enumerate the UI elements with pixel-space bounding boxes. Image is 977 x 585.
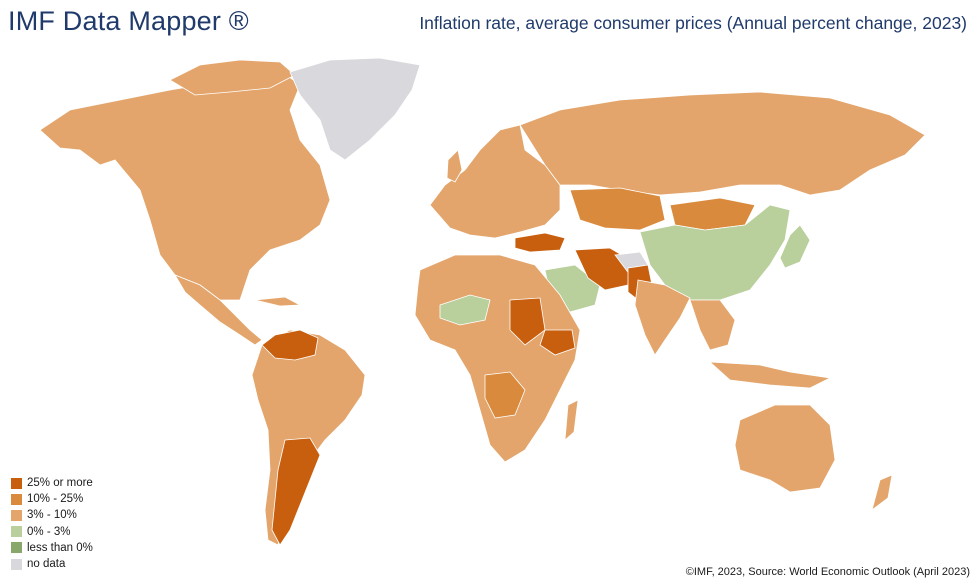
source-note: ©IMF, 2023, Source: World Economic Outlo…	[685, 566, 970, 578]
region-russia[interactable]	[519, 91, 926, 196]
region-west-africa-green[interactable]	[439, 294, 491, 326]
region-mexico[interactable]	[174, 274, 263, 346]
region-ethiopia[interactable]	[539, 329, 576, 356]
legend-item[interactable]: 10% - 25%	[11, 491, 93, 507]
region-madagascar[interactable]	[564, 399, 579, 441]
region-turkey[interactable]	[514, 232, 566, 253]
region-indonesia[interactable]	[708, 361, 832, 389]
legend-item[interactable]: 0% - 3%	[11, 524, 93, 540]
legend-label: 10% - 25%	[27, 493, 84, 506]
region-uk[interactable]	[446, 149, 463, 183]
region-japan[interactable]	[779, 224, 811, 269]
app-title: IMF Data Mapper ®	[8, 6, 249, 36]
region-south-america[interactable]	[251, 329, 366, 546]
region-central-africa[interactable]	[484, 371, 526, 419]
legend-label: 25% or more	[27, 477, 93, 490]
legend-item[interactable]: 3% - 10%	[11, 507, 93, 523]
legend-item[interactable]: less than 0%	[11, 540, 93, 556]
legend: 25% or more 10% - 25% 3% - 10% 0% - 3% less …	[11, 475, 93, 572]
legend-swatch	[11, 509, 22, 521]
legend-label: 3% - 10%	[27, 509, 77, 522]
region-kazakhstan[interactable]	[569, 187, 666, 231]
region-sudan[interactable]	[509, 297, 546, 346]
legend-swatch	[11, 558, 22, 570]
map-title: Inflation rate, average consumer prices …	[419, 13, 967, 33]
legend-swatch	[11, 477, 22, 489]
region-north-america[interactable]	[39, 69, 331, 301]
region-caribbean[interactable]	[254, 296, 302, 307]
region-argentina[interactable]	[271, 437, 321, 546]
region-greenland[interactable]	[289, 57, 421, 161]
legend-label: less than 0%	[27, 541, 93, 554]
region-new-zealand[interactable]	[871, 474, 893, 512]
region-australia[interactable]	[734, 404, 836, 493]
legend-label: no data	[27, 558, 66, 571]
legend-item[interactable]: 25% or more	[11, 475, 93, 491]
region-southeast-asia[interactable]	[689, 299, 736, 351]
region-india[interactable]	[634, 279, 691, 356]
legend-swatch	[11, 493, 22, 505]
legend-swatch	[11, 542, 22, 554]
legend-swatch	[11, 526, 22, 538]
legend-item[interactable]: no data	[11, 556, 93, 572]
legend-label: 0% - 3%	[27, 525, 71, 538]
region-venezuela[interactable]	[261, 329, 319, 361]
